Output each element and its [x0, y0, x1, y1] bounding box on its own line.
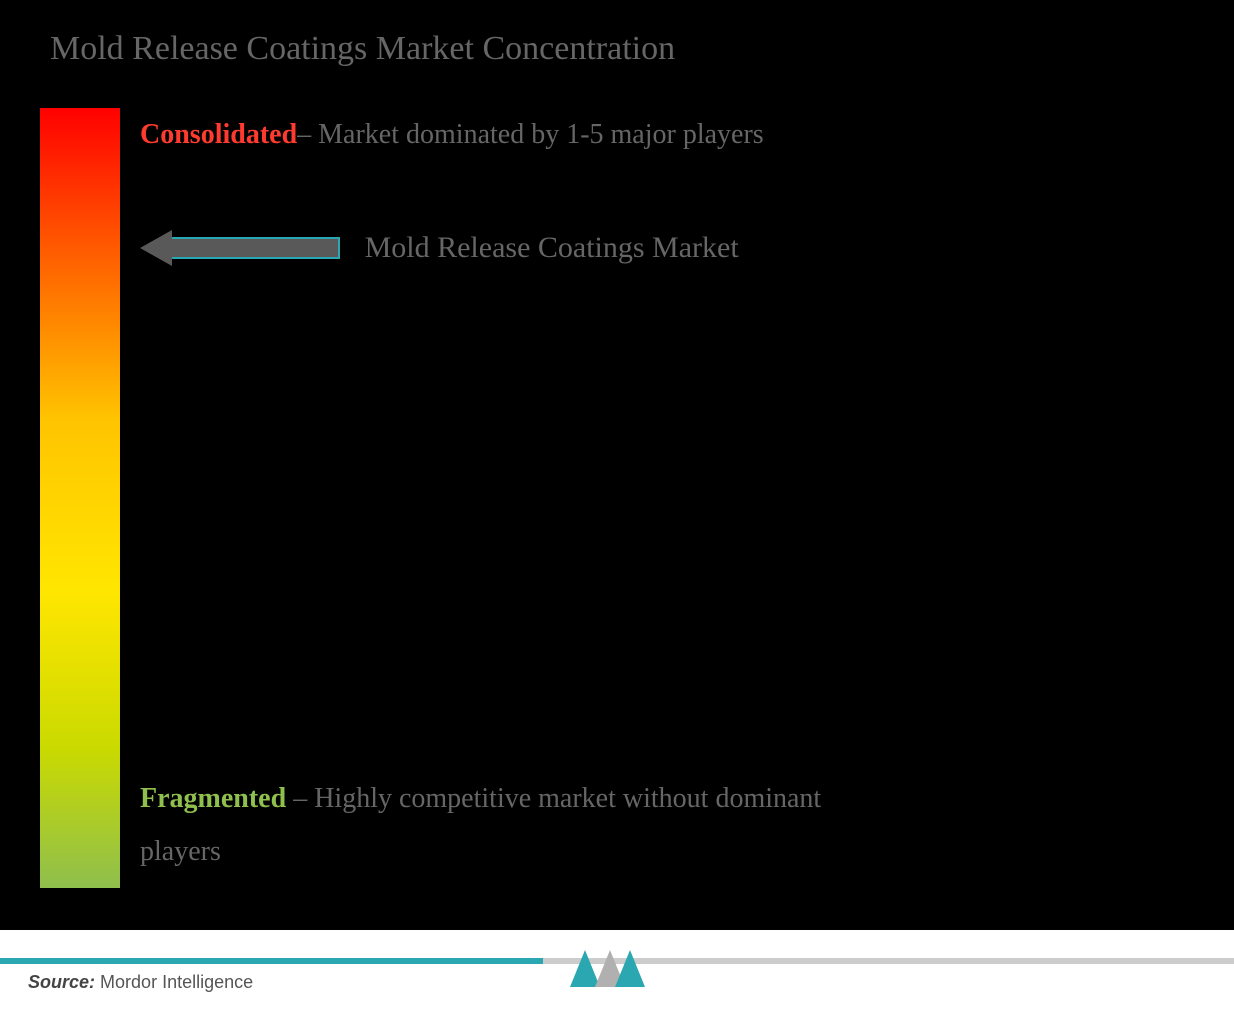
arrow-left-icon [140, 230, 340, 266]
chart-title: Mold Release Coatings Market Concentrati… [50, 30, 1194, 68]
source-value: Mordor Intelligence [100, 972, 253, 992]
arrow-head [140, 230, 172, 266]
arrow-shaft [172, 237, 340, 259]
logo-shape-a [570, 950, 600, 987]
fragmented-highlight: Fragmented [140, 783, 286, 814]
logo-shape-c [615, 950, 645, 987]
label-column: Consolidated– Market dominated by 1-5 ma… [140, 108, 1194, 888]
chart-body: Consolidated– Market dominated by 1-5 ma… [40, 108, 1194, 898]
fragmented-label: Fragmented – Highly competitive market w… [140, 772, 840, 878]
consolidated-label: Consolidated– Market dominated by 1-5 ma… [140, 108, 780, 161]
market-position-marker: Mold Release Coatings Market [140, 230, 739, 266]
footer: Source: Mordor Intelligence [0, 930, 1234, 1023]
marker-label: Mold Release Coatings Market [365, 231, 739, 265]
concentration-gradient-bar [40, 108, 120, 888]
source-label: Source: [28, 972, 95, 992]
consolidated-highlight: Consolidated [140, 119, 297, 150]
chart-container: Mold Release Coatings Market Concentrati… [0, 0, 1234, 930]
consolidated-desc: – Market dominated by 1-5 major players [297, 119, 764, 150]
footer-source: Source: Mordor Intelligence [28, 972, 253, 993]
brand-logo-icon [560, 942, 650, 992]
